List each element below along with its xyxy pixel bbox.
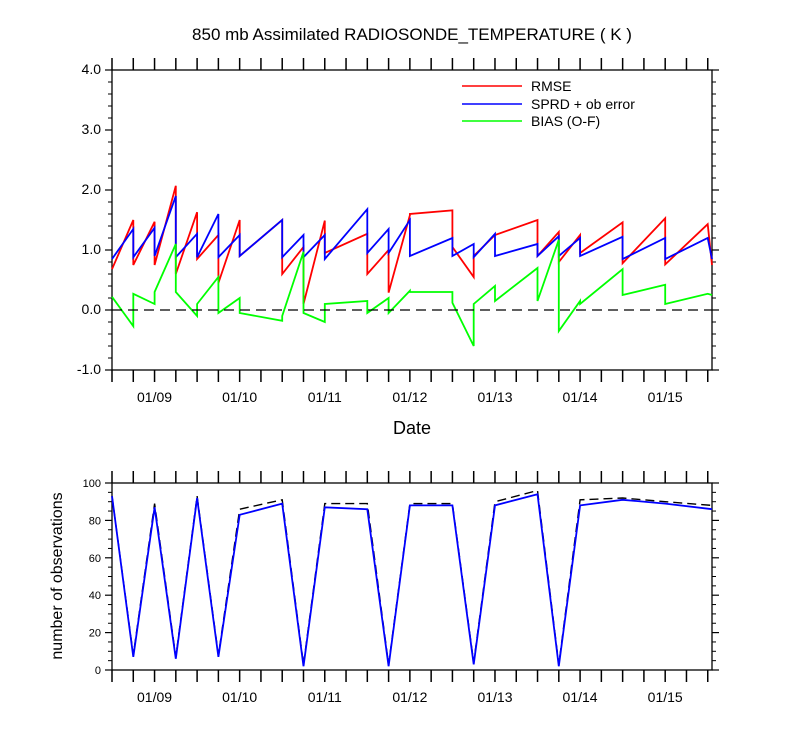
bottom-series-lines — [111, 489, 713, 667]
possible-observations-line — [111, 489, 713, 665]
legend-sprd-label: SPRD + ob error — [531, 96, 635, 112]
x-tick-label: 01/13 — [477, 689, 512, 705]
y-tick-label: 80 — [89, 515, 101, 527]
bottom-x-axis: 01/09 01/10 01/11 01/12 01/13 01/14 01/15 — [111, 471, 709, 705]
x-tick-label: 01/15 — [648, 389, 683, 405]
x-tick-label: 01/10 — [222, 689, 257, 705]
top-series-lines — [111, 185, 713, 347]
x-tick-label: 01/12 — [392, 389, 427, 405]
bottom-y-axis: 0 20 40 60 80 100 — [83, 478, 719, 677]
y-tick-label: -1.0 — [77, 361, 101, 377]
sprd-ob-error-line — [111, 195, 713, 262]
y-tick-label: 20 — [89, 628, 101, 640]
y-axis-label-observations: number of observations — [49, 492, 66, 659]
x-tick-label: 01/09 — [137, 389, 172, 405]
bias-o-f-line — [111, 239, 713, 347]
y-tick-label: 0 — [95, 665, 101, 677]
legend: RMSE SPRD + ob error BIAS (O-F) — [462, 78, 635, 129]
chart-title: 850 mb Assimilated RADIOSONDE_TEMPERATUR… — [192, 25, 632, 44]
x-tick-label: 01/14 — [563, 689, 598, 705]
y-tick-label: 4.0 — [82, 61, 102, 77]
bottom-plot-frame — [111, 482, 713, 671]
legend-rmse-label: RMSE — [531, 78, 571, 94]
x-tick-label: 01/11 — [308, 689, 342, 705]
x-axis-label: Date — [393, 418, 431, 438]
x-tick-label: 01/14 — [563, 389, 598, 405]
x-tick-label: 01/12 — [392, 689, 427, 705]
legend-bias-label: BIAS (O-F) — [531, 113, 600, 129]
top-minor-ticks — [108, 81, 716, 359]
top-x-axis: 01/09 01/10 01/11 01/12 01/13 01/14 01/15 — [111, 58, 709, 405]
top-plot-frame — [111, 69, 713, 371]
x-tick-label: 01/13 — [477, 389, 512, 405]
y-tick-label: 1.0 — [82, 241, 102, 257]
rmse-bias-plot: -1.0 0.0 1.0 2.0 3.0 4.0 01/09 01/10 01/11 01/12… — [77, 58, 719, 405]
y-tick-label: 40 — [89, 590, 101, 602]
y-tick-label: 0.0 — [82, 301, 102, 317]
x-tick-label: 01/15 — [648, 689, 683, 705]
y-tick-label: 100 — [83, 478, 101, 490]
y-tick-label: 3.0 — [82, 121, 102, 137]
used-observations-line — [111, 493, 713, 667]
top-y-axis: -1.0 0.0 1.0 2.0 3.0 4.0 — [77, 61, 719, 377]
x-tick-label: 01/09 — [137, 689, 172, 705]
y-tick-label: 60 — [89, 553, 101, 565]
bottom-minor-ticks — [108, 491, 716, 662]
x-tick-label: 01/11 — [308, 389, 342, 405]
x-tick-label: 01/10 — [222, 389, 257, 405]
y-tick-label: 2.0 — [82, 181, 102, 197]
